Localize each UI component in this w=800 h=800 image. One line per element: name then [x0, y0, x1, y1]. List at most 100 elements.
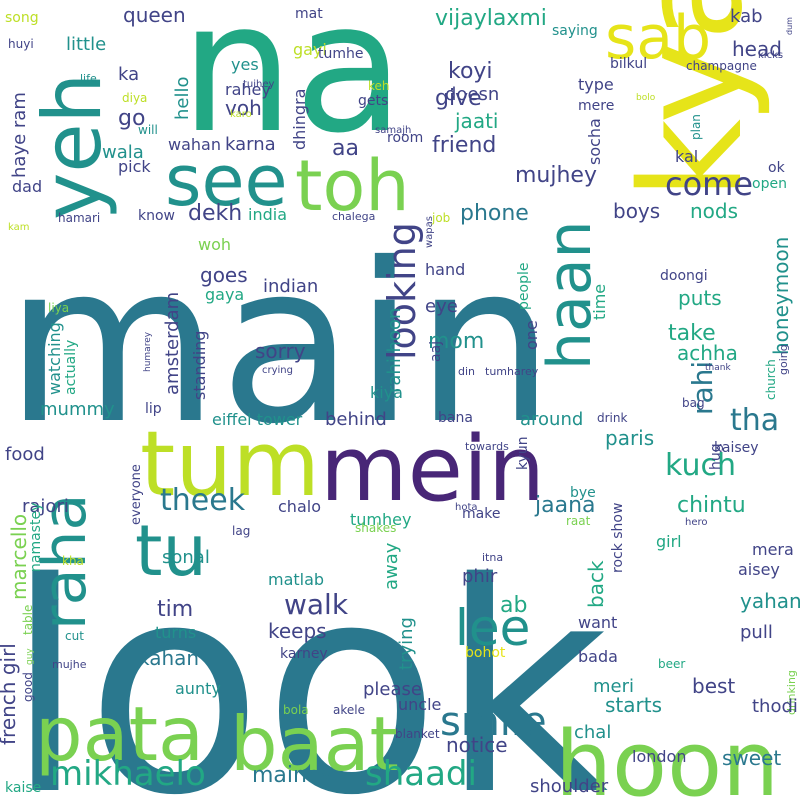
word-akele: akele	[333, 703, 365, 717]
word-blanket: blanket	[395, 727, 440, 741]
word-honeymoon: honeymoon	[769, 237, 793, 355]
word-thodi: thodi	[752, 696, 798, 717]
word-karna: karna	[225, 134, 276, 155]
word-see: see	[165, 140, 288, 222]
word-sonal: sonal	[162, 547, 210, 568]
word-kyun: kyun	[515, 436, 531, 470]
word-open: open	[752, 176, 787, 192]
word-shaadi: shaadi	[365, 754, 477, 794]
word-kya: kya	[611, 0, 774, 200]
word-dum: dum	[785, 17, 794, 35]
word-vijaylaxmi: vijaylaxmi	[435, 6, 547, 31]
word-dhingra: dhingra	[290, 89, 309, 150]
word-diya: diya	[122, 91, 147, 105]
word-na: na	[180, 0, 404, 173]
word-karo: karo	[230, 109, 252, 120]
word-drinking: drinking	[785, 670, 798, 715]
word-go: go	[118, 106, 145, 131]
word-kam: kam	[8, 222, 29, 233]
word-keeps: keeps	[268, 619, 327, 643]
word-bola: bola	[283, 703, 309, 717]
word-pull: pull	[740, 622, 773, 643]
word-hoon: hoon	[555, 712, 779, 800]
word-tumhey: tumhey	[350, 510, 411, 529]
word-kuch: kuch	[665, 448, 736, 483]
word-mat: mat	[295, 6, 323, 22]
word-din: din	[458, 365, 475, 378]
word-good: good	[21, 672, 35, 702]
word-gaya: gaya	[205, 285, 244, 304]
word-everyone: everyone	[129, 464, 144, 525]
word-back: back	[584, 560, 608, 608]
word-haye-ram: haye ram	[9, 92, 30, 178]
word-woh: woh	[198, 235, 231, 254]
word-watching: watching	[45, 322, 64, 395]
word-trying: trying	[396, 617, 417, 670]
word-mikhaelo: mikhaelo	[50, 754, 206, 794]
word-tu: tu	[135, 510, 207, 592]
word-india: india	[248, 205, 287, 224]
word-yeh: yeh	[26, 73, 119, 220]
word-tumharey: tumharey	[485, 365, 539, 378]
word-itna: itna	[482, 551, 503, 564]
word-bana: bana	[438, 410, 473, 426]
word-toh: toh	[295, 145, 410, 227]
word-notice: notice	[446, 733, 508, 757]
word-matlab: matlab	[268, 570, 324, 589]
word-will: will	[138, 123, 158, 137]
word-beer: beer	[658, 657, 685, 671]
word-haan: haan	[535, 220, 605, 370]
word-kahan: kahan	[138, 646, 199, 670]
word-hand: hand	[425, 260, 465, 279]
word-bag: bag	[682, 396, 705, 410]
word-table: table	[21, 605, 35, 635]
word-sorry: sorry	[255, 339, 306, 363]
word-jaana: jaana	[534, 493, 596, 518]
word-bada: bada	[578, 647, 618, 666]
word-lee: lee	[455, 599, 530, 657]
word-make: make	[462, 506, 500, 522]
word-looking: looking	[380, 222, 424, 360]
word-mere: mere	[578, 98, 614, 114]
word-keh: keh	[368, 79, 390, 93]
word-puts: puts	[678, 286, 722, 310]
word-standing: standing	[190, 331, 209, 400]
word-london: london	[632, 747, 686, 766]
word-gayi: gayi	[293, 40, 327, 59]
word-mummy: mummy	[40, 399, 115, 420]
word-hota: hota	[455, 502, 478, 513]
word-dad: dad	[12, 177, 42, 196]
word-food: food	[5, 444, 45, 465]
word-want: want	[578, 613, 617, 632]
word-liya: liya	[48, 301, 69, 315]
word-walk: walk	[284, 588, 349, 621]
word-please: please	[363, 679, 422, 700]
word-head: head	[732, 37, 782, 61]
word-queen: queen	[123, 3, 186, 27]
word-samajh: samajh	[375, 125, 411, 136]
word-guy: guy	[25, 648, 35, 665]
word-come: come	[665, 165, 753, 203]
word-koyi: koyi	[448, 59, 493, 84]
word-going: going	[777, 344, 790, 375]
word-hamari: hamari	[58, 211, 100, 225]
word-lag: lag	[232, 524, 250, 538]
word-towards: towards	[465, 440, 509, 453]
word-drink: drink	[597, 411, 627, 425]
word-huyi: huyi	[8, 37, 34, 51]
word-humarey: humarey	[143, 331, 153, 372]
word-phone: phone	[460, 201, 529, 226]
word-room: room	[387, 130, 423, 146]
word-hero: hero	[685, 517, 708, 528]
word-aa: aa	[332, 136, 359, 161]
word-best: best	[692, 674, 735, 698]
word-main: main	[5, 216, 555, 472]
word-job: job	[431, 211, 450, 225]
word-know: know	[138, 208, 175, 224]
word-thank: thank	[705, 363, 731, 373]
word-hug: hug	[708, 443, 724, 470]
word-raha: raha	[30, 494, 100, 630]
word-one: one	[522, 320, 541, 350]
